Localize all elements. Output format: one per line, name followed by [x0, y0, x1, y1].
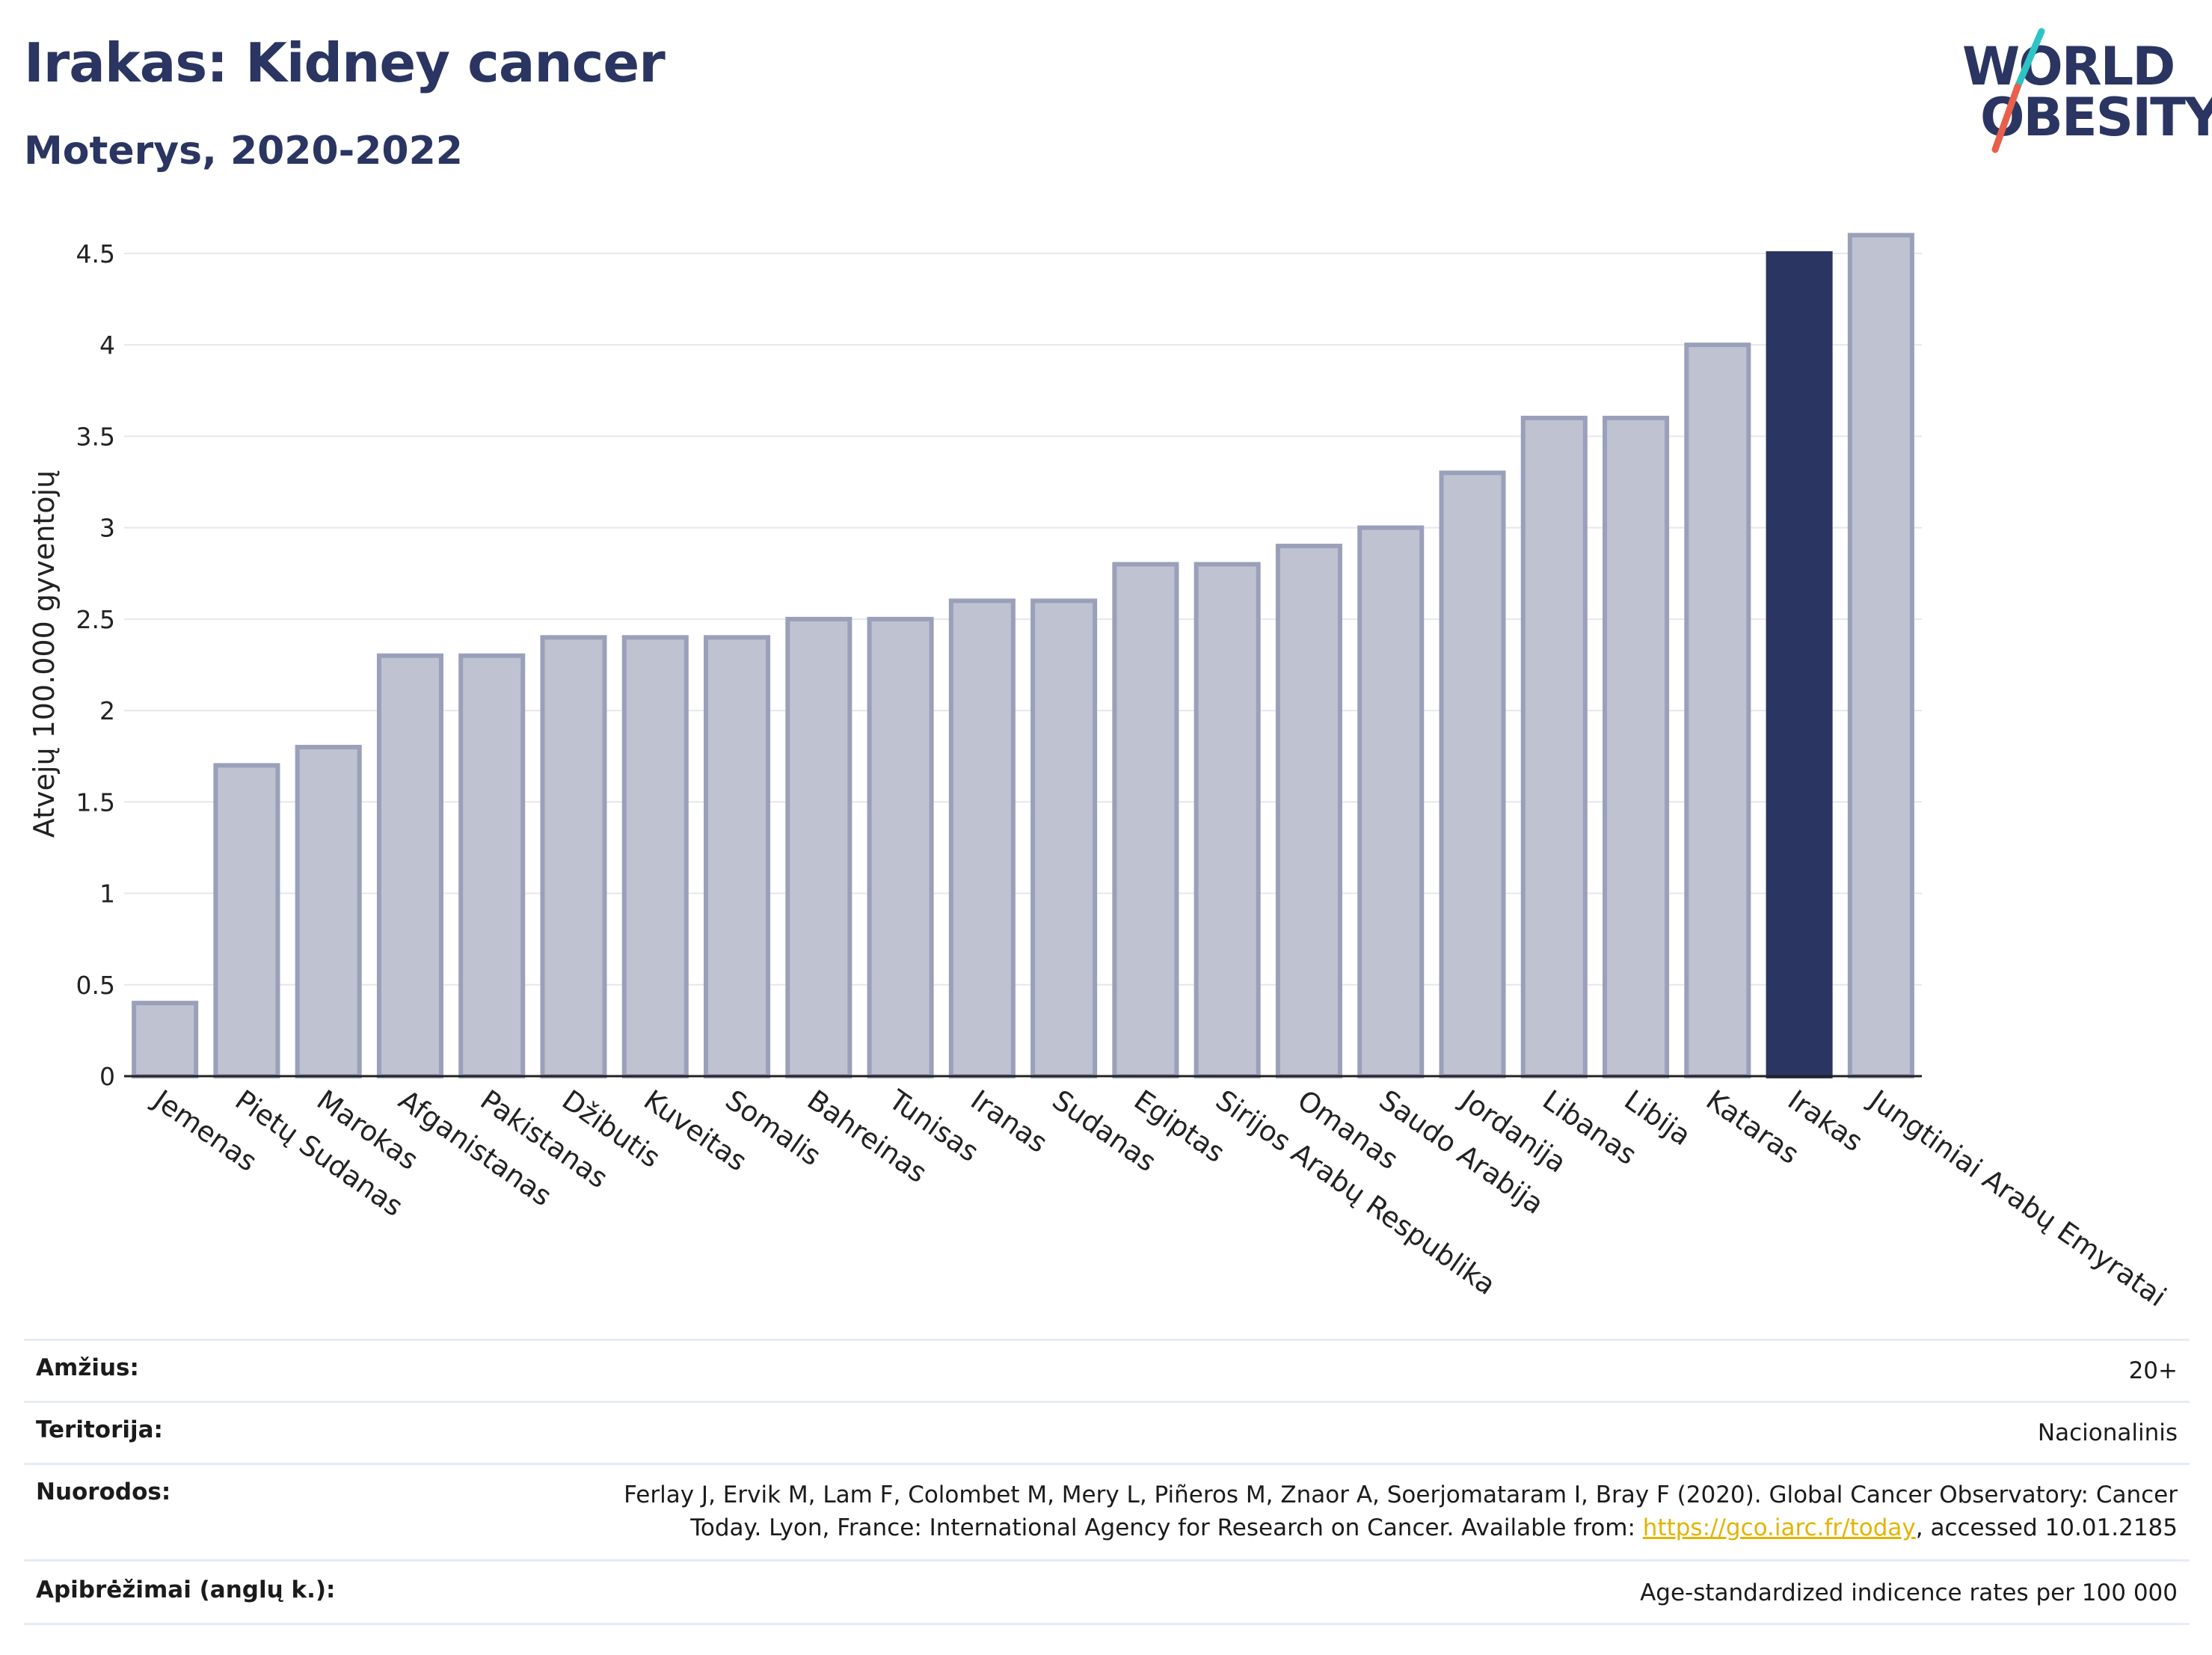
bar [540, 635, 607, 1078]
references-link[interactable]: https://gco.iarc.fr/today [1642, 1514, 1916, 1541]
bar [1766, 251, 1833, 1078]
bar [785, 616, 852, 1078]
bar [621, 635, 689, 1078]
bar [1357, 525, 1425, 1078]
x-tick-label: Kataras [1701, 1084, 1805, 1170]
bar-chart: 0 0.5 1 1.5 2 2.5 3 3.5 4 4.5 Atvejų 100.000 gyven… [28, 233, 2172, 1313]
logo-line1: WORLD [1962, 36, 2175, 97]
meta-row-territory: Teritorija: Nacionalinis [24, 1401, 2190, 1463]
metadata-table: Amžius: 20+ Teritorija: Nacionalinis Nuo… [24, 1339, 2190, 1625]
territory-value: Nacionalinis [2037, 1419, 2178, 1446]
bar [1030, 598, 1098, 1078]
references-label: Nuorodos: [36, 1479, 171, 1505]
meta-row-definitions: Apibrėžimai (anglų k.): Age-standardized… [24, 1559, 2190, 1625]
bar [948, 598, 1016, 1078]
bar [1603, 415, 1670, 1078]
territory-label: Teritorija: [36, 1416, 163, 1443]
y-axis-label: Atvejų 100.000 gyventojų [28, 470, 61, 838]
age-value: 20+ [2128, 1357, 2178, 1384]
y-tick-label: 3.5 [76, 422, 115, 451]
y-tick-label: 4 [99, 331, 115, 360]
references-line2-post: , accessed 10.01.2185 [1915, 1514, 2178, 1541]
meta-row-age: Amžius: 20+ [24, 1339, 2190, 1401]
bar [458, 653, 526, 1078]
references-value: Ferlay J, Ervik M, Lam F, Colombet M, Me… [624, 1479, 2178, 1544]
bar [1193, 562, 1261, 1078]
bar [1439, 470, 1506, 1078]
y-tick-label: 4.5 [76, 239, 115, 268]
bar [1112, 562, 1179, 1078]
bar [376, 653, 443, 1078]
bar [1275, 544, 1342, 1078]
definitions-label: Apibrėžimai (anglų k.): [36, 1576, 336, 1603]
bar [213, 763, 280, 1078]
definitions-value: Age-standardized indicence rates per 100… [1640, 1579, 2178, 1606]
y-tick-label: 2.5 [76, 605, 115, 634]
bar [867, 616, 934, 1078]
y-tick-label: 2 [99, 696, 115, 725]
x-tick-label: Jungtiniai Arabų Emyratai [1863, 1083, 2172, 1313]
y-tick-label: 1 [99, 879, 115, 909]
logo-slash-icon [1991, 28, 2045, 153]
age-label: Amžius: [36, 1354, 139, 1381]
world-obesity-logo: WORLD OBESITY [1958, 22, 2212, 157]
bar [1684, 343, 1751, 1078]
y-tick-label: 0.5 [76, 971, 115, 1000]
references-line2-pre: Today. Lyon, France: International Agenc… [690, 1514, 1643, 1541]
y-tick-label: 3 [99, 514, 115, 543]
bar [1520, 415, 1588, 1078]
page-title: Irakas: Kidney cancer [24, 31, 666, 94]
logo-line2: OBESITY [1980, 87, 2212, 148]
page-subtitle: Moterys, 2020-2022 [24, 129, 463, 174]
bar [295, 744, 362, 1078]
y-tick-label: 0 [99, 1062, 115, 1091]
bar [1847, 233, 1914, 1079]
references-line1: Ferlay J, Ervik M, Lam F, Colombet M, Me… [624, 1481, 2178, 1508]
bar [132, 1001, 199, 1078]
y-tick-label: 1.5 [76, 787, 115, 817]
bar [704, 635, 771, 1078]
meta-row-references: Nuorodos: Ferlay J, Ervik M, Lam F, Colo… [24, 1463, 2190, 1559]
